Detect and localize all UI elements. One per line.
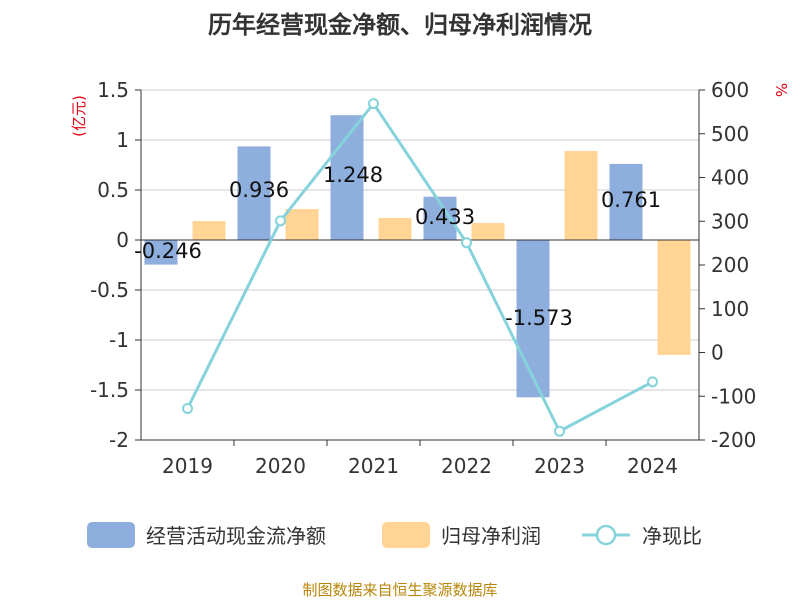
grid-lines: [141, 89, 699, 441]
ratio-point: [275, 215, 286, 227]
bars: [144, 115, 691, 398]
right-axis-tick-label: 200: [711, 253, 749, 277]
bar-net-profit: [471, 223, 505, 240]
right-axis-tick-label: -100: [711, 384, 756, 408]
left-axis-tick-label: 1.5: [97, 78, 129, 102]
right-axis-unit: %: [772, 83, 790, 97]
right-axis-tick-label: -200: [711, 428, 756, 452]
legend-swatch-ratio-marker[interactable]: [595, 524, 617, 546]
legend-swatch-profit[interactable]: [382, 522, 430, 548]
bar-net-profit: [378, 218, 412, 240]
left-axis-tick-label: 0: [116, 228, 129, 252]
legend-label-ratio[interactable]: 净现比: [642, 524, 702, 548]
right-axis-tick-label: 100: [711, 297, 749, 321]
left-axis-tick-label: 0.5: [97, 178, 129, 202]
x-axis-tick-label: 2022: [441, 454, 492, 478]
left-axis-tick-label: -1.5: [90, 378, 129, 402]
bar-cash-flow: [144, 240, 178, 265]
right-axis-tick-label: 600: [711, 78, 749, 102]
left-axis-unit: (亿元): [70, 95, 88, 137]
legend-label-cash[interactable]: 经营活动现金流净额: [146, 524, 326, 548]
x-axis-tick-label: 2023: [534, 454, 585, 478]
cash-flow-data-label: 1.248: [323, 163, 383, 187]
bar-cash-flow: [516, 240, 550, 398]
legend-swatch-cash[interactable]: [87, 522, 135, 548]
legend-label-profit[interactable]: 归母净利润: [441, 524, 541, 548]
ratio-line: [186, 102, 654, 433]
x-axis-tick-label: 2024: [627, 454, 678, 478]
bar-net-profit: [657, 240, 691, 355]
left-axis-tick-label: -2: [109, 428, 129, 452]
ratio-point: [461, 237, 472, 249]
bar-net-profit: [564, 151, 598, 240]
cash-flow-data-label: -0.246: [134, 239, 202, 263]
bar-net-profit: [285, 209, 319, 240]
left-axis-tick-label: -1: [109, 328, 129, 352]
left-axis-tick-label: 1: [116, 128, 129, 152]
x-axis-tick-label: 2019: [162, 454, 213, 478]
x-axis-tick-label: 2021: [348, 454, 399, 478]
x-axis-tick-label: 2020: [255, 454, 306, 478]
right-axis-tick-label: 400: [711, 166, 749, 190]
ratio-point: [554, 425, 565, 437]
ratio-point: [368, 98, 379, 110]
cash-flow-data-label: -1.573: [505, 306, 573, 330]
bar-net-profit: [192, 221, 226, 240]
cash-flow-data-label: 0.936: [229, 178, 289, 202]
data-labels: -0.246 0.936 1.248 0.433 -1.573 0.761: [134, 163, 661, 330]
right-axis-tick-label: 0: [711, 341, 724, 365]
right-axis-tick-label: 500: [711, 122, 749, 146]
ratio-line-series: [182, 98, 658, 437]
cash-flow-data-label: 0.761: [601, 188, 661, 212]
chart-title: 历年经营现金净额、归母净利润情况: [208, 11, 592, 39]
bar-cash-flow: [237, 146, 271, 240]
left-axis-tick-label: -0.5: [90, 278, 129, 302]
cash-flow-data-label: 0.433: [415, 205, 475, 229]
legend: 经营活动现金流净额 归母净利润 净现比: [87, 522, 702, 548]
bar-cash-flow: [609, 163, 643, 240]
ratio-point: [647, 376, 658, 388]
data-source-note: 制图数据来自恒生聚源数据库: [302, 581, 497, 599]
right-axis-tick-label: 300: [711, 209, 749, 233]
axes: 1.510.50-0.5-1-1.5-26005004003002001000-…: [90, 78, 756, 478]
ratio-point: [182, 403, 193, 414]
